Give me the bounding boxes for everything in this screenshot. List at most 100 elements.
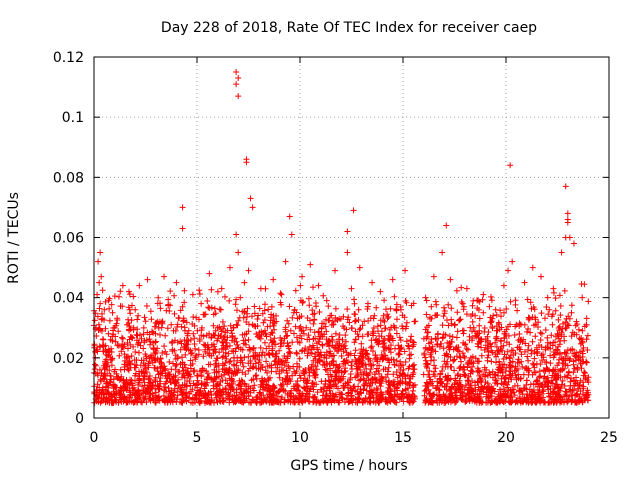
- data-point: [237, 294, 244, 301]
- data-point: [393, 357, 400, 364]
- data-point: [241, 279, 248, 286]
- data-point: [286, 213, 293, 220]
- data-point: [369, 279, 376, 286]
- data-point: [249, 204, 256, 211]
- data-point: [96, 279, 103, 286]
- data-point: [233, 231, 240, 238]
- x-tick-label: 0: [90, 430, 99, 446]
- data-point: [344, 228, 351, 235]
- tick-labels: 0 5 10 15 20 25 0 0.02 0.04 0.06 0.08 0.1 0.12: [53, 50, 618, 446]
- data-point: [179, 204, 186, 211]
- data-point: [564, 210, 571, 217]
- y-axis-label: ROTI / TECUs: [6, 192, 22, 284]
- data-point: [443, 222, 450, 229]
- data-point: [101, 306, 108, 313]
- data-point: [538, 273, 545, 280]
- data-point: [422, 294, 429, 301]
- data-point: [566, 234, 573, 241]
- data-point: [179, 303, 186, 310]
- data-point: [235, 75, 242, 82]
- data-point: [558, 249, 565, 256]
- y-tick-label: 0.04: [53, 291, 84, 307]
- data-point: [136, 282, 143, 289]
- data-point: [307, 261, 314, 268]
- data-point: [286, 348, 293, 355]
- data-point: [233, 81, 240, 88]
- data-point: [500, 282, 507, 289]
- chart-title: Day 228 of 2018, Rate Of TEC Index for r…: [161, 20, 537, 36]
- data-point: [344, 249, 351, 256]
- data-point: [402, 267, 409, 274]
- data-point: [564, 216, 571, 223]
- data-point: [315, 282, 322, 289]
- data-point: [278, 291, 285, 298]
- data-point: [492, 306, 499, 313]
- data-point: [97, 249, 104, 256]
- data-point: [288, 231, 295, 238]
- data-point: [562, 183, 569, 190]
- data-point: [348, 285, 355, 292]
- data-point-cloud: [420, 281, 592, 406]
- data-point: [94, 291, 101, 298]
- data-point: [377, 288, 384, 295]
- y-tick-label: 0.06: [53, 231, 84, 247]
- data-point: [233, 69, 240, 76]
- x-tick-label: 20: [497, 430, 515, 446]
- data-point: [546, 306, 553, 313]
- data-point: [198, 300, 205, 307]
- data-point: [525, 342, 532, 349]
- data-point: [389, 276, 396, 283]
- data-point: [529, 264, 536, 271]
- data-point: [189, 291, 196, 298]
- y-tick-label: 0.12: [53, 50, 84, 66]
- y-tick-label: 0.02: [53, 351, 84, 367]
- data-point: [161, 273, 168, 280]
- data-point: [226, 264, 233, 271]
- data-point: [509, 258, 516, 265]
- data-point: [261, 339, 268, 346]
- x-axis-label: GPS time / hours: [290, 458, 407, 474]
- data-point: [430, 273, 437, 280]
- data-point: [95, 258, 102, 265]
- data-point: [235, 249, 242, 256]
- tick-marks: [93, 56, 610, 419]
- data-point: [144, 276, 151, 283]
- y-tick-label: 0.1: [62, 110, 84, 126]
- data-point: [381, 318, 388, 325]
- data-point: [570, 240, 577, 247]
- y-tick-label: 0.08: [53, 170, 84, 186]
- data-point: [299, 273, 306, 280]
- data-point: [245, 267, 252, 274]
- data-point: [243, 159, 250, 166]
- data-point-cloud: [91, 282, 419, 406]
- data-point: [579, 294, 586, 301]
- data-point: [356, 264, 363, 271]
- data-point: [332, 267, 339, 274]
- data-point: [447, 276, 454, 283]
- data-point: [270, 276, 277, 283]
- data-point: [97, 300, 104, 307]
- data-point: [282, 258, 289, 265]
- data-point: [505, 267, 512, 274]
- data-point: [521, 279, 528, 286]
- data-points: [91, 69, 592, 406]
- data-point: [235, 93, 242, 100]
- data-point: [218, 285, 225, 292]
- data-point: [132, 306, 139, 313]
- data-point: [303, 324, 310, 331]
- data-point: [206, 270, 213, 277]
- x-tick-label: 25: [600, 430, 618, 446]
- data-point: [179, 225, 186, 232]
- data-point: [173, 279, 180, 286]
- data-point: [350, 207, 357, 214]
- data-point: [247, 195, 254, 202]
- data-point: [463, 285, 470, 292]
- data-point: [119, 282, 126, 289]
- x-tick-label: 15: [394, 430, 412, 446]
- x-tick-label: 10: [291, 430, 309, 446]
- data-point: [109, 309, 116, 316]
- data-point: [98, 273, 105, 280]
- x-tick-label: 5: [193, 430, 202, 446]
- data-point: [507, 162, 514, 169]
